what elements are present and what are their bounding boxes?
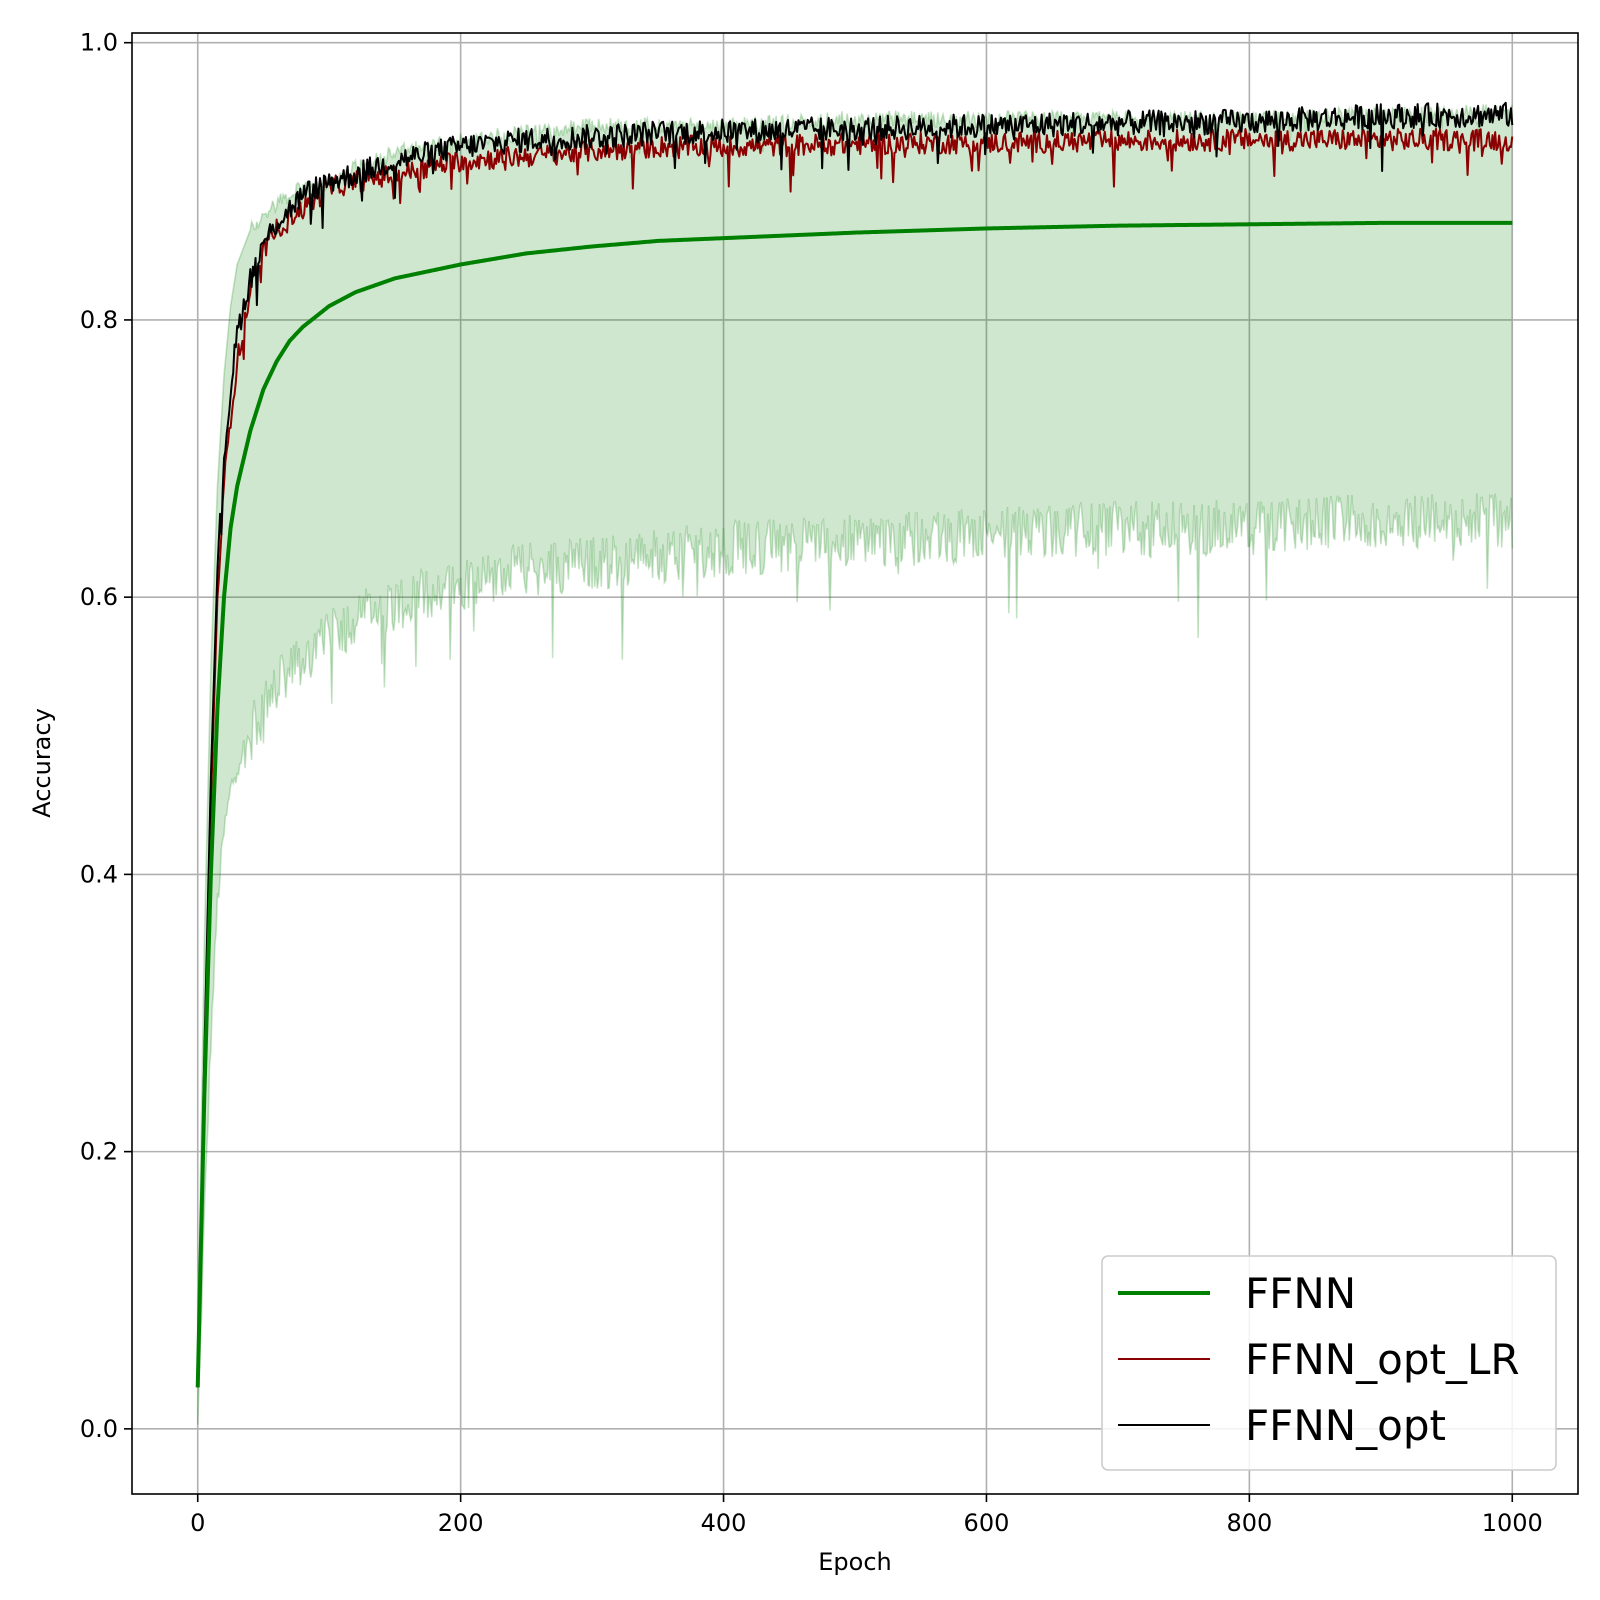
- ffnn-opt-line: [196, 101, 1514, 1388]
- series-lines: [195, 101, 1514, 1388]
- legend-label-ffnn-opt-lr: FFNN_opt_LR: [1245, 1335, 1520, 1384]
- axis-ticks: 0 200 400 600 800 1000 0.0 0.2 0.4 0.6 0.8 1.0: [80, 29, 1543, 1537]
- x-tick-label: 0: [190, 1509, 205, 1537]
- ffnn-opt-lr-line: [196, 127, 1514, 1388]
- ffnn-band-lower-edge: [196, 493, 1514, 1425]
- y-tick-label: 0.8: [80, 306, 118, 334]
- x-tick-label: 400: [701, 1509, 747, 1537]
- x-axis-label: Epoch: [818, 1548, 892, 1576]
- y-axis-label: Accuracy: [28, 708, 56, 818]
- y-tick-label: 0.4: [80, 860, 118, 888]
- legend: FFNN FFNN_opt_LR FFNN_opt: [1101, 1255, 1557, 1471]
- legend-box: [1101, 1255, 1557, 1471]
- y-tick-label: 0.0: [80, 1415, 118, 1443]
- legend-label-ffnn: FFNN: [1245, 1269, 1356, 1318]
- y-tick-label: 0.6: [80, 583, 118, 611]
- y-tick-label: 1.0: [80, 29, 118, 57]
- x-tick-label: 800: [1226, 1509, 1272, 1537]
- ffnn-band-area: [197, 104, 1513, 1425]
- x-tick-label: 200: [438, 1509, 484, 1537]
- x-tick-label: 1000: [1482, 1509, 1543, 1537]
- grid: [132, 33, 1578, 1494]
- plot-frame: [131, 32, 1579, 1495]
- x-tick-label: 600: [964, 1509, 1010, 1537]
- legend-label-ffnn-opt: FFNN_opt: [1245, 1401, 1446, 1450]
- y-tick-label: 0.2: [80, 1138, 118, 1166]
- ffnn-line: [195, 220, 1513, 1388]
